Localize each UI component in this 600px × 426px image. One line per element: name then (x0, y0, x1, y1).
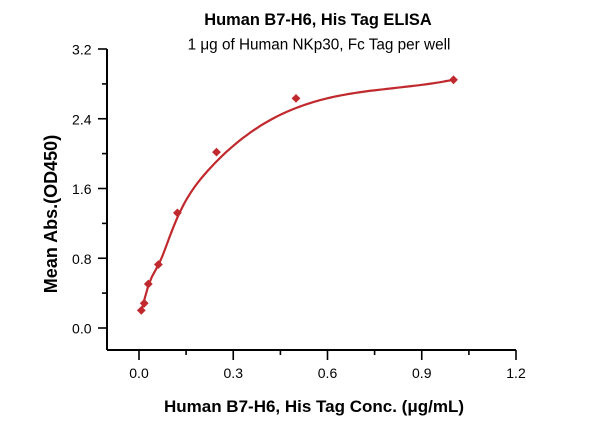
svg-text:1 μg of Human NKp30, Fc Tag pe: 1 μg of Human NKp30, Fc Tag per well (188, 37, 451, 54)
svg-text:2.4: 2.4 (72, 111, 92, 127)
svg-text:Human B7-H6, His Tag Conc. (μg: Human B7-H6, His Tag Conc. (μg/mL) (164, 397, 464, 416)
svg-text:3.2: 3.2 (72, 42, 92, 58)
svg-text:0.0: 0.0 (129, 365, 149, 381)
svg-text:0.0: 0.0 (72, 321, 92, 337)
svg-text:0.6: 0.6 (318, 365, 338, 381)
svg-text:1.2: 1.2 (506, 365, 526, 381)
svg-text:0.9: 0.9 (412, 365, 432, 381)
svg-text:Human B7-H6, His Tag ELISA: Human B7-H6, His Tag ELISA (204, 11, 432, 29)
svg-text:Mean Abs.(OD450): Mean Abs.(OD450) (41, 135, 61, 293)
svg-text:0.8: 0.8 (72, 251, 92, 267)
svg-text:0.3: 0.3 (224, 365, 244, 381)
svg-text:1.6: 1.6 (72, 181, 92, 197)
